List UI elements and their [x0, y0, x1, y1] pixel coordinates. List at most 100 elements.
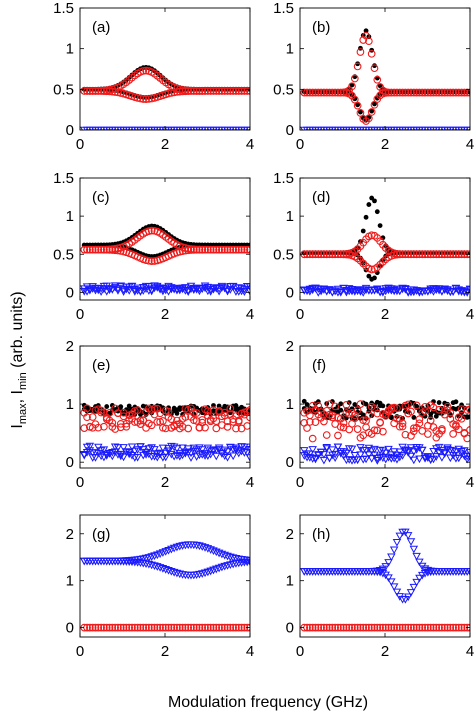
data-point [390, 251, 398, 259]
data-point [140, 403, 146, 409]
data-point [440, 450, 449, 458]
data-point [203, 545, 213, 553]
data-point [336, 289, 346, 297]
data-point [94, 87, 103, 95]
data-point [91, 87, 100, 95]
panel-c: 0 2 4 0 0.5 1 1.5 (c) [53, 170, 254, 323]
data-point [217, 550, 227, 559]
data-point [457, 287, 466, 295]
data-point [97, 87, 105, 95]
data-point [426, 401, 435, 410]
data-point [300, 88, 309, 97]
data-point [355, 102, 361, 108]
data-point [189, 87, 198, 95]
data-point [328, 446, 337, 455]
data-point [389, 454, 399, 463]
data-point [164, 445, 173, 453]
data-point [432, 453, 441, 461]
x-tick-label: 4 [246, 306, 254, 323]
data-point [102, 245, 111, 254]
data-point [161, 566, 170, 574]
series-red-circle [300, 400, 470, 443]
data-point [170, 623, 178, 632]
data-point [243, 245, 250, 254]
data-point [322, 445, 331, 453]
data-point [432, 445, 441, 453]
data-point [206, 546, 215, 554]
data-point [108, 87, 117, 96]
data-point [108, 246, 117, 254]
data-point [161, 286, 170, 295]
data-point [240, 285, 249, 294]
data-point [226, 553, 235, 562]
data-point [305, 454, 315, 462]
data-point [361, 284, 371, 293]
data-point [449, 88, 457, 97]
data-point [421, 88, 429, 97]
data-point [186, 454, 196, 462]
data-point [189, 246, 198, 254]
data-point [139, 67, 148, 75]
data-point [228, 452, 238, 461]
data-point [429, 448, 438, 456]
y-tick-label: 0 [66, 122, 74, 139]
data-point [322, 250, 331, 259]
data-point [303, 88, 311, 97]
data-point [345, 623, 354, 632]
data-point [465, 568, 470, 576]
data-point [145, 95, 153, 103]
series-red-circle [80, 404, 250, 433]
data-point [433, 413, 439, 419]
data-point [82, 449, 92, 457]
data-point [155, 564, 165, 572]
x-tick-label: 0 [76, 136, 84, 153]
data-point [164, 623, 173, 632]
data-point [170, 88, 178, 97]
data-point [142, 95, 150, 103]
data-point [446, 623, 455, 632]
data-point [203, 452, 213, 460]
data-point [342, 250, 351, 259]
data-point [365, 623, 373, 632]
data-point [245, 454, 250, 462]
data-point [407, 623, 415, 632]
data-point [212, 417, 221, 425]
data-point [113, 287, 123, 295]
data-point [426, 250, 435, 259]
data-point [111, 623, 120, 632]
data-point [466, 426, 470, 434]
data-point [136, 623, 145, 632]
data-point [370, 445, 379, 454]
data-point [429, 623, 438, 632]
y-tick-label: 0 [66, 620, 74, 637]
data-point [325, 250, 334, 259]
y-tick-label: 0 [286, 454, 294, 471]
data-point [415, 419, 424, 428]
data-point [406, 538, 416, 546]
data-point [412, 401, 421, 410]
data-point [328, 413, 337, 422]
data-point [314, 402, 323, 410]
data-point [443, 88, 452, 97]
data-point [409, 623, 418, 632]
data-point [119, 444, 128, 452]
data-point [104, 404, 110, 409]
series-blue-triangle [80, 442, 250, 462]
data-point [369, 108, 375, 114]
series-red-circle [300, 31, 470, 125]
data-point [366, 202, 372, 207]
panel-b: 0 2 4 0 0.5 1 1.5 (b) [273, 0, 474, 153]
data-point [373, 457, 382, 465]
data-point [139, 95, 148, 103]
data-point [119, 286, 128, 294]
data-point [200, 544, 210, 552]
data-point [145, 227, 153, 235]
data-point [130, 407, 139, 415]
data-point [223, 448, 232, 456]
series-blue-triangle [80, 126, 250, 130]
marks [80, 541, 250, 632]
data-point [412, 623, 421, 632]
data-point [184, 87, 193, 95]
data-point [370, 426, 379, 435]
